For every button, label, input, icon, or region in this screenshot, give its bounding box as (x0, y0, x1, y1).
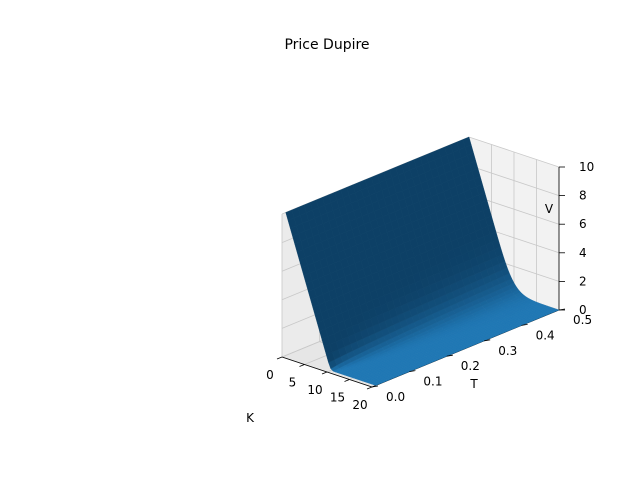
z-tick-label: 10 (579, 160, 594, 174)
x-tick (366, 386, 373, 390)
x-tick (299, 364, 305, 367)
z-tick-label: 0 (579, 303, 587, 317)
x-tick-label: 10 (307, 383, 322, 397)
z-tick-label: 6 (579, 217, 587, 231)
y-tick-label: 0.1 (423, 375, 442, 389)
surface-patch (462, 136, 472, 148)
x-tick-label: 5 (289, 376, 297, 390)
y-tick (371, 385, 379, 388)
y-tick (521, 324, 528, 326)
z-tick-label: 8 (579, 189, 587, 203)
y-tick (484, 339, 491, 342)
x-tick-label: 15 (330, 391, 345, 405)
y-tick-label: 0.2 (461, 359, 480, 373)
surface-mesh (285, 136, 560, 386)
chart-title: Price Dupire (284, 37, 369, 53)
y-axis-label: T (469, 377, 478, 391)
x-tick-label: 0 (266, 368, 274, 382)
y-tick-label: 0.3 (498, 344, 517, 358)
x-tick-label: 20 (352, 398, 367, 412)
x-tick (321, 371, 328, 375)
y-tick (409, 370, 416, 372)
y-tick (446, 354, 453, 357)
x-axis-label: K (246, 411, 255, 425)
x-tick (344, 379, 350, 382)
z-tick-label: 4 (579, 246, 587, 260)
y-tick-label: 0.0 (386, 390, 405, 404)
y-tick-label: 0.4 (536, 328, 555, 342)
y-tick-label: 0.5 (573, 313, 592, 327)
tick-marks (276, 166, 566, 390)
z-axis-label: V (545, 202, 554, 216)
z-tick-label: 2 (579, 274, 587, 288)
x-tick (276, 356, 283, 360)
